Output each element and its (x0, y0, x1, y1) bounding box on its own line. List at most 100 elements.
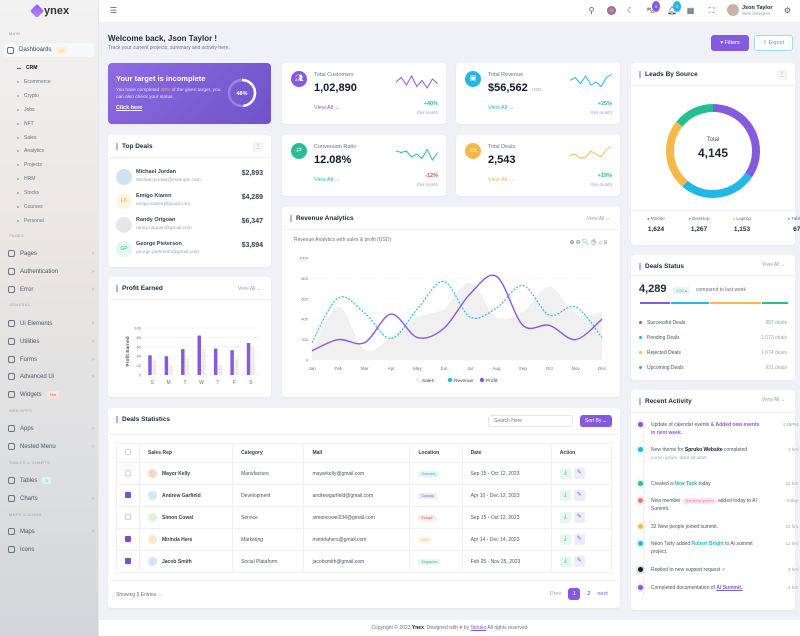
row-checkbox[interactable] (125, 535, 131, 542)
cart-icon[interactable]: ⛍ 5 (646, 1, 661, 15)
view-all-dropdown[interactable]: View All ⌄ (237, 286, 261, 292)
pan-hand-icon[interactable]: ✋︎ (590, 240, 599, 246)
spruko-link[interactable]: Spruko (470, 625, 487, 631)
sidebar-subitem-stocks[interactable]: Stocks (17, 190, 39, 196)
user-role: Web Designer (742, 10, 771, 16)
sidebar: ynex MAIN PAGES GENERAL WEB APPS TABLES & CH… (0, 0, 99, 636)
sidebar-item-ui-elements[interactable]: Ui Elements › (8, 320, 94, 327)
deals-statistics-card: Deals Statistics Sort By ⌄ Sales RepCate… (108, 408, 620, 608)
edit-icon[interactable]: ✎ (573, 534, 585, 545)
logo[interactable]: ynex (29, 3, 69, 19)
click-here-link[interactable]: Click here (116, 105, 143, 111)
sidebar-item-maps[interactable]: Maps › (8, 528, 94, 535)
prev-page-button[interactable]: Prev (550, 591, 562, 597)
sidebar-subitem-projects[interactable]: Projects (17, 162, 42, 168)
sidebar-item-icons[interactable]: Icons (8, 546, 94, 553)
select-all-checkbox[interactable] (116, 443, 140, 463)
download-icon[interactable]: ⤓ (559, 468, 571, 479)
zoom-in-icon[interactable]: ⊕ (569, 240, 576, 246)
edit-icon[interactable]: ✎ (573, 512, 585, 523)
export-button[interactable]: ⇪ Export (754, 35, 793, 51)
sidebar-subitem-crm[interactable]: CRM (17, 65, 37, 71)
apps-grid-icon[interactable]: ▦ (686, 6, 695, 15)
view-all-dropdown[interactable]: View All ⌄ (586, 216, 610, 222)
sidebar-subitem-courses[interactable]: Courses (17, 204, 43, 210)
search-input[interactable] (488, 415, 573, 427)
row-checkbox[interactable] (125, 513, 131, 520)
sidebar-subitem-hrm[interactable]: HRM (17, 176, 35, 182)
x-tick-label: Nov (572, 366, 581, 371)
sidebar-subitem-jobs[interactable]: Jobs (17, 107, 35, 113)
bullet (17, 178, 19, 181)
view-all-dropdown[interactable]: View All ⌄ (761, 262, 785, 268)
sidebar-subitem-sales[interactable]: Sales (17, 135, 37, 141)
edit-icon[interactable]: ✎ (573, 556, 585, 567)
notification-bell-icon[interactable]: 🔔︎ 5 (667, 1, 682, 15)
sidebar-subitem-personal[interactable]: Personal (17, 218, 44, 224)
search-icon[interactable]: ⚲ (588, 6, 595, 15)
stat-value: 1,02,890 (314, 82, 357, 94)
sort-by-button[interactable]: Sort By ⌄ (580, 415, 612, 427)
view-all-link[interactable]: View All → (488, 177, 515, 183)
stat-value: $56,562 USD (488, 82, 542, 94)
timeline-dot (638, 567, 643, 572)
user-profile[interactable]: Json Taylor Web Designer (727, 4, 772, 16)
sidebar-item-advanced-ui[interactable]: Advanced Ui › (8, 373, 94, 380)
selection-zoom-icon[interactable]: 🔍︎ (581, 240, 591, 246)
row-checkbox[interactable] (125, 557, 131, 564)
sidebar-item-charts[interactable]: Charts › (8, 495, 94, 502)
column-header: Category (232, 443, 305, 463)
sidebar-item-nested-menu[interactable]: Nested Menu › (8, 443, 94, 450)
download-icon[interactable]: ⤓ (559, 490, 571, 501)
sidebar-item-forms[interactable]: Forms › (8, 356, 94, 363)
settings-gear-icon[interactable]: ⚙ (783, 6, 792, 15)
reset-home-icon[interactable]: ⌂ (598, 240, 604, 246)
sidebar-item-utilities[interactable]: Utilities › (8, 338, 94, 345)
deal-item[interactable]: EK Emigo Kiaren emigo.kiaren@gmail.com $4,2… (116, 191, 263, 211)
deal-item[interactable]: Randy Origoan randy.origoan@gmail.com $6,3… (116, 215, 263, 235)
download-icon[interactable]: ⤓ (559, 556, 571, 567)
edit-icon[interactable]: ✎ (573, 468, 585, 479)
avatar (116, 217, 132, 233)
fullscreen-icon[interactable]: ⛶ (708, 6, 715, 15)
stat-period: this month (591, 182, 612, 187)
sidebar-item-widgets[interactable]: Widgets Hot (8, 391, 94, 398)
edit-icon[interactable]: ✎ (573, 490, 585, 501)
y-tick-label: 600 (301, 296, 308, 301)
deal-item[interactable]: Michael Jordan michael.jordan@example.com… (116, 167, 263, 187)
view-all-link[interactable]: View All → (314, 105, 341, 111)
deal-email: randy.origoan@gmail.com (136, 226, 192, 231)
sidebar-item-tables[interactable]: Tables 3 (8, 477, 94, 484)
sidebar-item-authentication[interactable]: Authentication › (8, 268, 94, 275)
deal-item[interactable]: GP George Pieterson george.pieterson@gmail… (116, 239, 263, 259)
menu-toggle-icon[interactable]: ☰ (109, 6, 118, 15)
sparkline (396, 148, 438, 161)
page-1-button[interactable]: 1 (568, 588, 581, 600)
download-icon[interactable]: ⤓ (559, 512, 571, 523)
zoom-out-icon[interactable]: ⊖ (575, 240, 582, 246)
sidebar-subitem-ecommerce[interactable]: Ecommerce (17, 79, 51, 85)
next-page-button[interactable]: next (597, 591, 608, 597)
row-checkbox[interactable] (125, 491, 131, 498)
sidebar-item-apps[interactable]: Apps › (8, 425, 94, 432)
row-checkbox[interactable] (125, 469, 131, 476)
sidebar-subitem-crypto[interactable]: Crypto (17, 93, 39, 99)
download-icon[interactable]: ⤓ (559, 534, 571, 545)
sidebar-subitem-analytics[interactable]: Analytics (17, 148, 44, 154)
chart-menu-icon[interactable]: ≡ (603, 240, 608, 246)
sidebar-item-error[interactable]: Error › (8, 286, 94, 293)
more-options-button[interactable]: ⋮ (253, 142, 263, 152)
dark-mode-icon[interactable]: ☾ (626, 6, 635, 15)
page-title: Welcome back, Json Taylor ! (108, 34, 218, 43)
page-2-button[interactable]: 2 (587, 591, 591, 597)
view-all-link[interactable]: View All → (314, 177, 341, 183)
sidebar-subitem-nft[interactable]: NFT (17, 121, 34, 127)
view-all-dropdown[interactable]: View All ⌄ (761, 397, 785, 403)
sidebar-item-dashboards[interactable]: Dashboards 12 (4, 43, 94, 57)
more-options-button[interactable]: ⋮ (777, 70, 787, 80)
sidebar-item-pages[interactable]: Pages › (8, 250, 94, 257)
stat-card-total-deals: ▭ Total Deals 2,543 View All → +19% this mont… (456, 135, 620, 196)
filters-button[interactable]: ▾ Filters (711, 35, 749, 51)
view-all-link[interactable]: View All → (488, 105, 515, 111)
language-flag-icon[interactable] (607, 6, 616, 15)
